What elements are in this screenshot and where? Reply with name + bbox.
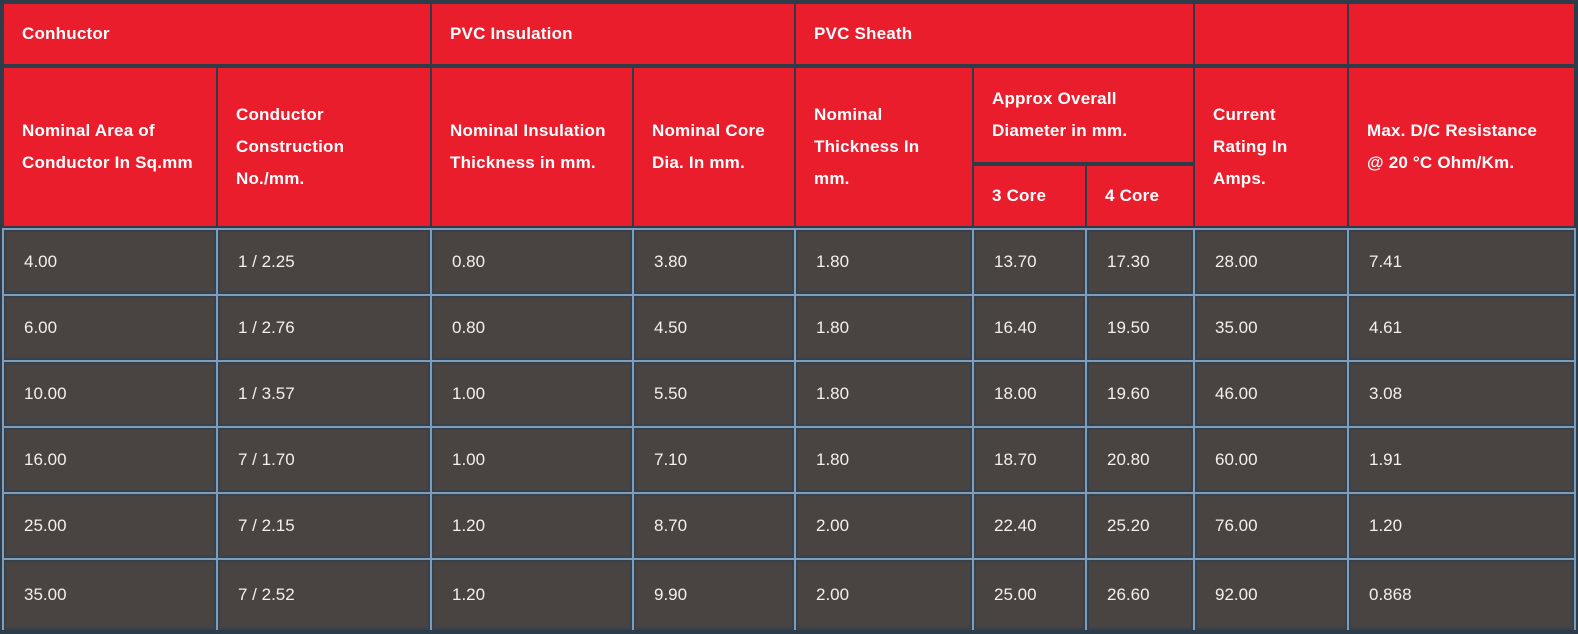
- col-header-current-rating: Current Rating In Amps.: [1195, 68, 1347, 228]
- table-cell: 1.80: [796, 362, 972, 426]
- table-cell: 10.00: [4, 362, 216, 426]
- group-header-pvc-insulation: PVC Insulation: [432, 4, 794, 66]
- table-cell: 1.91: [1349, 428, 1574, 492]
- table-cell: 92.00: [1195, 560, 1347, 630]
- table-cell: 7 / 1.70: [218, 428, 430, 492]
- col-header-sheath-thickness: Nominal Thickness In mm.: [796, 68, 972, 228]
- table-cell: 3.08: [1349, 362, 1574, 426]
- table-cell: 25.00: [4, 494, 216, 558]
- col-header-construction: Conductor Construction No./mm.: [218, 68, 430, 228]
- table-cell: 1 / 2.76: [218, 296, 430, 360]
- table-cell: 7.41: [1349, 230, 1574, 294]
- table-cell: 4.50: [634, 296, 794, 360]
- table-cell: 16.00: [4, 428, 216, 492]
- table-cell: 20.80: [1087, 428, 1193, 492]
- group-header-empty-1: [1195, 4, 1347, 66]
- table-cell: 1.80: [796, 428, 972, 492]
- group-header-conductor: Conhuctor: [4, 4, 430, 66]
- table-cell: 76.00: [1195, 494, 1347, 558]
- col-header-insulation-thickness: Nominal Insulation Thickness in mm.: [432, 68, 632, 228]
- table-cell: 0.80: [432, 296, 632, 360]
- table-cell: 6.00: [4, 296, 216, 360]
- table-cell: 7 / 2.15: [218, 494, 430, 558]
- table-cell: 2.00: [796, 494, 972, 558]
- table-cell: 1.20: [432, 494, 632, 558]
- col-header-nominal-area: Nominal Area of Conductor In Sq.mm: [4, 68, 216, 228]
- col-header-core-dia: Nominal Core Dia. In mm.: [634, 68, 794, 228]
- table-cell: 4.00: [4, 230, 216, 294]
- col-header-dc-resistance: Max. D/C Resistance @ 20 °C Ohm/Km.: [1349, 68, 1574, 228]
- table-cell: 46.00: [1195, 362, 1347, 426]
- col-header-approx-diameter: Approx Overall Diameter in mm.: [974, 68, 1193, 164]
- table-cell: 19.60: [1087, 362, 1193, 426]
- table-cell: 17.30: [1087, 230, 1193, 294]
- table-cell: 1.20: [432, 560, 632, 630]
- table-cell: 25.20: [1087, 494, 1193, 558]
- table-cell: 2.00: [796, 560, 972, 630]
- table-cell: 18.70: [974, 428, 1085, 492]
- table-cell: 4.61: [1349, 296, 1574, 360]
- table-cell: 1.20: [1349, 494, 1574, 558]
- table-cell: 1.00: [432, 428, 632, 492]
- table-cell: 13.70: [974, 230, 1085, 294]
- table-cell: 26.60: [1087, 560, 1193, 630]
- table-cell: 16.40: [974, 296, 1085, 360]
- table-cell: 1.80: [796, 230, 972, 294]
- table-cell: 22.40: [974, 494, 1085, 558]
- table-cell: 18.00: [974, 362, 1085, 426]
- table-cell: 25.00: [974, 560, 1085, 630]
- col-header-4-core: 4 Core: [1087, 166, 1193, 228]
- table-cell: 5.50: [634, 362, 794, 426]
- group-header-empty-2: [1349, 4, 1574, 66]
- table-cell: 7.10: [634, 428, 794, 492]
- table-cell: 0.80: [432, 230, 632, 294]
- table-cell: 1 / 2.25: [218, 230, 430, 294]
- table-cell: 8.70: [634, 494, 794, 558]
- table-cell: 35.00: [4, 560, 216, 630]
- table-cell: 1 / 3.57: [218, 362, 430, 426]
- col-header-3-core: 3 Core: [974, 166, 1085, 228]
- table-cell: 0.868: [1349, 560, 1574, 630]
- table-cell: 9.90: [634, 560, 794, 630]
- table-cell: 60.00: [1195, 428, 1347, 492]
- table-cell: 7 / 2.52: [218, 560, 430, 630]
- table-cell: 1.00: [432, 362, 632, 426]
- table-cell: 35.00: [1195, 296, 1347, 360]
- table-cell: 19.50: [1087, 296, 1193, 360]
- table-cell: 3.80: [634, 230, 794, 294]
- table-cell: 28.00: [1195, 230, 1347, 294]
- group-header-pvc-sheath: PVC Sheath: [796, 4, 1193, 66]
- table-cell: 1.80: [796, 296, 972, 360]
